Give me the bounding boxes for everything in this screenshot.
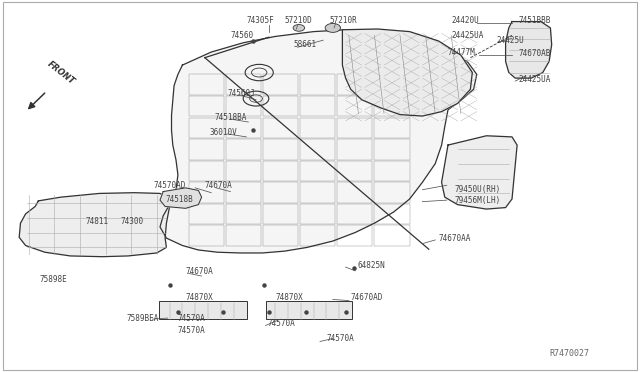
Text: 74670A: 74670A <box>205 182 232 190</box>
Text: 74518BA: 74518BA <box>214 113 247 122</box>
Bar <box>189 182 224 203</box>
Bar <box>226 161 261 181</box>
Text: 74560J: 74560J <box>227 89 255 97</box>
Bar <box>300 96 335 116</box>
Bar <box>300 161 335 181</box>
Bar <box>337 96 372 116</box>
Polygon shape <box>19 193 172 257</box>
Polygon shape <box>342 29 472 116</box>
Bar <box>189 118 224 138</box>
Bar <box>263 225 298 246</box>
Text: 74811: 74811 <box>85 217 108 226</box>
Bar <box>337 139 372 160</box>
Bar <box>263 139 298 160</box>
Bar <box>263 182 298 203</box>
Text: 74305F: 74305F <box>246 16 274 25</box>
Bar <box>337 118 372 138</box>
Bar <box>189 139 224 160</box>
Bar <box>189 74 224 95</box>
Bar <box>300 74 335 95</box>
Bar <box>226 118 261 138</box>
Circle shape <box>293 25 305 31</box>
Bar <box>300 182 335 203</box>
Polygon shape <box>442 136 517 209</box>
Text: 79456M(LH): 79456M(LH) <box>454 196 500 205</box>
Text: 75898E: 75898E <box>40 275 67 283</box>
Text: 74870X: 74870X <box>275 293 303 302</box>
Text: 74300: 74300 <box>120 217 143 226</box>
Bar <box>189 225 224 246</box>
Text: 36010V: 36010V <box>210 128 237 137</box>
Bar <box>189 161 224 181</box>
Text: 24425UA: 24425UA <box>518 76 551 84</box>
Bar <box>226 225 261 246</box>
Text: 64825N: 64825N <box>357 262 385 270</box>
Text: 58661: 58661 <box>293 40 316 49</box>
Bar <box>337 74 372 95</box>
Text: 74670AD: 74670AD <box>351 293 383 302</box>
Text: 74570AD: 74570AD <box>154 182 186 190</box>
Bar <box>374 225 410 246</box>
Bar <box>374 139 410 160</box>
Bar <box>374 96 410 116</box>
Bar <box>337 225 372 246</box>
Bar <box>263 161 298 181</box>
Text: 79450U(RH): 79450U(RH) <box>454 185 500 194</box>
Text: 74518B: 74518B <box>165 195 193 203</box>
Bar <box>263 96 298 116</box>
Bar <box>300 204 335 224</box>
Bar <box>337 161 372 181</box>
Bar <box>263 204 298 224</box>
Text: R7470027: R7470027 <box>549 349 589 358</box>
Bar <box>300 118 335 138</box>
Text: 74570A: 74570A <box>178 326 205 335</box>
Circle shape <box>325 23 340 32</box>
Text: 74670AA: 74670AA <box>438 234 471 243</box>
Bar <box>226 74 261 95</box>
Polygon shape <box>160 30 477 253</box>
Text: 57210D: 57210D <box>285 16 312 25</box>
Polygon shape <box>160 188 202 208</box>
Bar <box>266 301 352 319</box>
Text: 74670AB: 74670AB <box>518 49 551 58</box>
Bar <box>159 301 247 319</box>
Text: 74670A: 74670A <box>186 267 213 276</box>
Bar <box>226 204 261 224</box>
Text: 7451BBB: 7451BBB <box>518 16 551 25</box>
Bar <box>263 118 298 138</box>
Bar <box>374 182 410 203</box>
Text: FRONT: FRONT <box>45 59 76 86</box>
Bar <box>374 74 410 95</box>
Bar <box>337 182 372 203</box>
Text: 24425UA: 24425UA <box>451 31 484 40</box>
Bar <box>300 139 335 160</box>
Text: 24425U: 24425U <box>496 36 524 45</box>
Text: 74570A: 74570A <box>326 334 354 343</box>
Bar <box>337 204 372 224</box>
Text: 74570A: 74570A <box>268 319 295 328</box>
Bar <box>300 225 335 246</box>
Bar <box>374 161 410 181</box>
Text: 57210R: 57210R <box>330 16 357 25</box>
Polygon shape <box>506 22 552 78</box>
Text: 24420U: 24420U <box>451 16 479 25</box>
Text: 74477M: 74477M <box>448 48 476 57</box>
Text: 7589BEA: 7589BEA <box>127 314 159 323</box>
Bar <box>226 139 261 160</box>
Text: 74570A: 74570A <box>178 314 205 323</box>
Bar <box>189 204 224 224</box>
Bar <box>189 96 224 116</box>
Bar <box>263 74 298 95</box>
Text: 74870X: 74870X <box>186 293 213 302</box>
Text: 74560: 74560 <box>230 31 253 40</box>
Bar <box>374 204 410 224</box>
Bar <box>226 96 261 116</box>
Bar <box>226 182 261 203</box>
Bar <box>374 118 410 138</box>
